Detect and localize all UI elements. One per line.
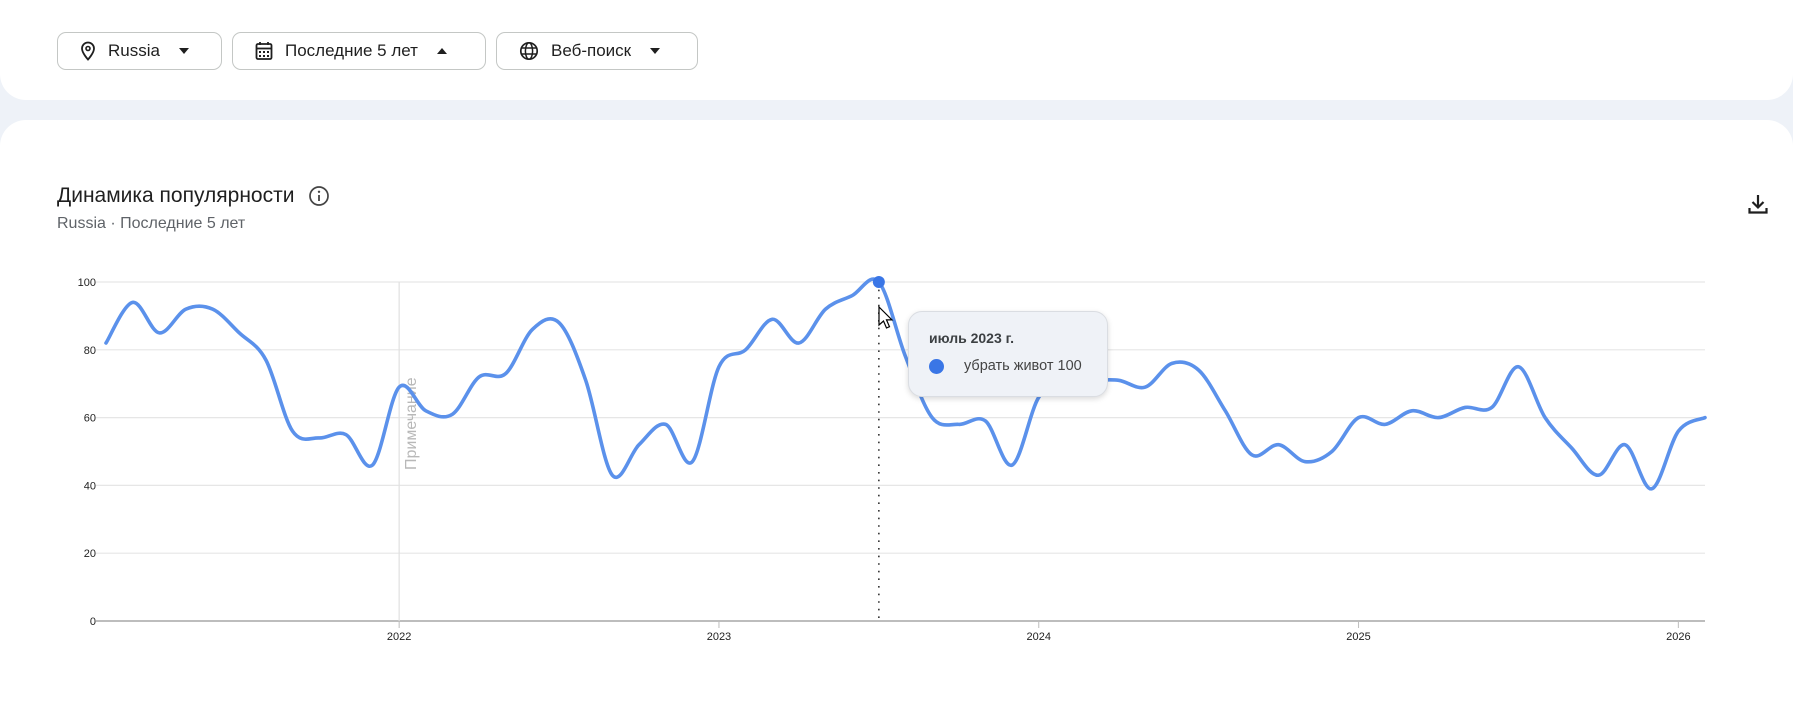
y-tick-label: 100 — [78, 277, 96, 289]
calendar-icon — [255, 42, 273, 60]
caret-up-icon — [436, 48, 447, 54]
time-range-filter-label: Последние 5 лет — [285, 41, 418, 60]
chart-title: Динамика популярности — [57, 184, 295, 207]
x-tick-label: 2023 — [707, 631, 731, 643]
y-tick-label: 80 — [84, 345, 96, 357]
x-tick-label: 2026 — [1666, 631, 1690, 643]
x-tick-label: 2022 — [387, 631, 411, 643]
caret-down-icon — [650, 48, 661, 54]
search-type-filter-label: Веб-поиск — [551, 41, 632, 60]
chart-title-row: Динамика популярности — [57, 184, 330, 208]
tooltip-series-row: убрать живот 100 — [929, 358, 1107, 374]
info-icon[interactable] — [308, 185, 330, 207]
y-tick-label: 40 — [84, 480, 96, 492]
time-range-filter-button[interactable]: Последние 5 лет — [232, 32, 486, 70]
tooltip-series-value: убрать живот 100 — [964, 358, 1082, 374]
caret-down-icon — [178, 48, 189, 54]
chart-tooltip: июль 2023 г. убрать живот 100 — [908, 311, 1108, 397]
x-tick-label: 2024 — [1027, 631, 1051, 643]
location-filter-label: Russia — [108, 41, 160, 60]
series-color-dot — [929, 358, 944, 374]
download-icon[interactable] — [1746, 192, 1770, 216]
y-tick-label: 0 — [90, 616, 96, 628]
x-tick-label: 2025 — [1346, 631, 1370, 643]
globe-icon — [519, 41, 539, 61]
y-tick-label: 60 — [84, 413, 96, 425]
search-type-filter-button[interactable]: Веб-поиск — [496, 32, 698, 70]
highlight-point — [872, 276, 885, 288]
tooltip-date: июль 2023 г. — [929, 330, 1014, 346]
y-tick-label: 20 — [84, 548, 96, 560]
location-pin-icon — [81, 41, 95, 61]
location-filter-button[interactable]: Russia — [57, 32, 222, 70]
chart-subtitle: Russia · Последние 5 лет — [57, 215, 246, 232]
mouse-cursor-icon — [878, 306, 894, 329]
series-line — [104, 277, 1707, 491]
